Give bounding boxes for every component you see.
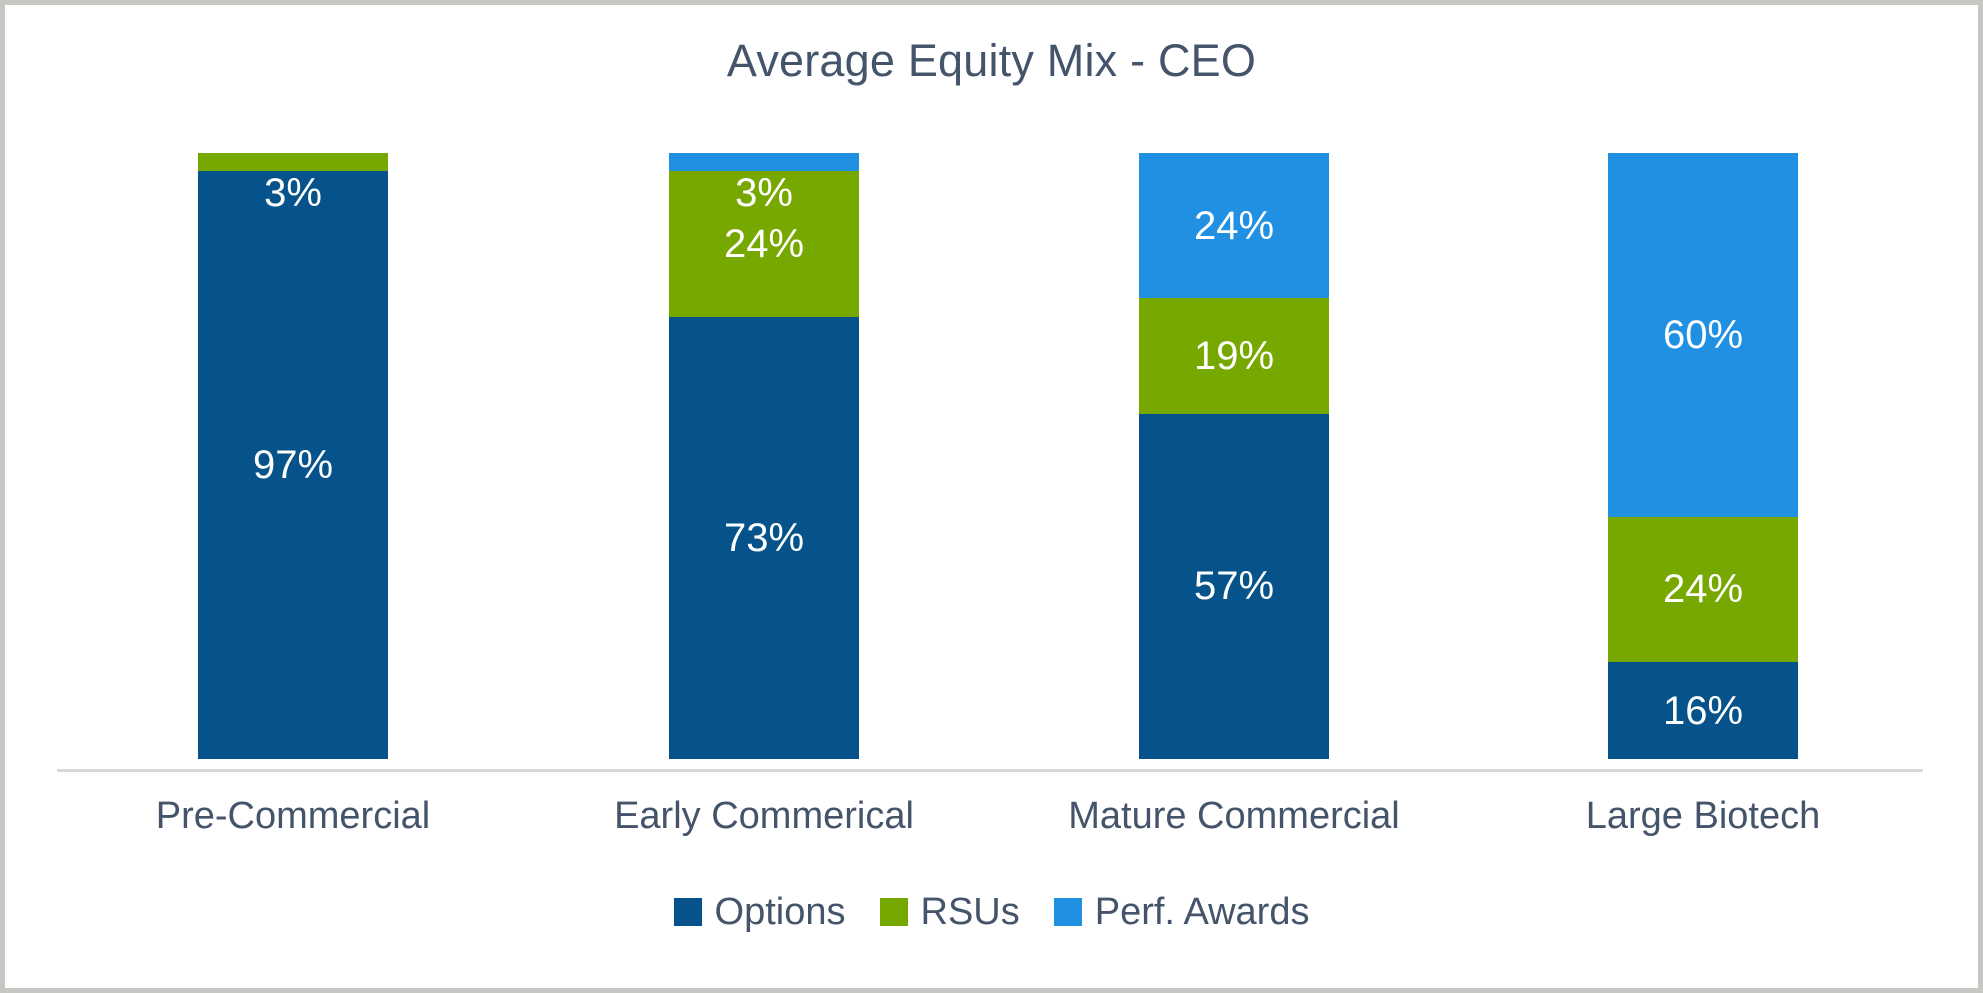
category-label-2: Early Commerical (614, 795, 914, 837)
legend-swatch-icon (1053, 898, 1082, 926)
data-label: 19% (1193, 334, 1275, 379)
bar-segment-options[interactable]: 57% (1139, 413, 1329, 759)
bar-stack-4[interactable]: 16% 24% 60% (1608, 153, 1798, 759)
bar-segment-rsus[interactable]: 19% (1139, 298, 1329, 414)
data-label: 57% (1193, 564, 1275, 609)
bar-segments: 97% 3% (198, 153, 388, 759)
bar-stack-2[interactable]: 73% 24% 3% (669, 153, 859, 759)
legend-label: RSUs (920, 891, 1020, 933)
legend-swatch-icon (879, 898, 908, 926)
category-label-1: Pre-Commercial (155, 795, 431, 837)
bar-segments: 73% 24% 3% (669, 153, 859, 759)
data-label: 24% (1193, 203, 1275, 248)
bar-segment-options[interactable]: 16% (1608, 662, 1798, 759)
bar-segment-rsus[interactable]: 24% (669, 171, 859, 317)
bar-segment-options[interactable]: 97% (198, 171, 388, 759)
legend-item-rsus[interactable]: RSUs (879, 891, 1020, 933)
bar-segments: 57% 19% 24% (1139, 153, 1329, 759)
legend-label: Options (714, 891, 846, 933)
bar-segment-perf-awards[interactable]: 3% (669, 153, 859, 213)
bar-stack-3[interactable]: 57% 19% 24% (1139, 153, 1329, 759)
data-label: 16% (1662, 688, 1744, 733)
bar-segment-rsus[interactable]: 3% (198, 153, 388, 213)
bar-segment-options[interactable]: 73% (669, 316, 859, 759)
category-label-3: Mature Commercial (1068, 795, 1400, 837)
plot-area: 97% 3% 73% 24% 3% 57% 19% 24% 16% 24% 60% Pre-Comm… (5, 5, 1978, 988)
data-label: 24% (723, 221, 805, 266)
chart-legend: Options RSUs Perf. Awards (5, 893, 1978, 931)
bar-stack-1[interactable]: 97% 3% (198, 153, 388, 759)
category-axis-line (57, 769, 1923, 772)
bar-segment-perf-awards[interactable]: 60% (1608, 153, 1798, 517)
data-label: 24% (1662, 567, 1744, 612)
bar-segment-rsus[interactable]: 24% (1608, 516, 1798, 663)
data-label: 97% (252, 443, 334, 488)
legend-label: Perf. Awards (1094, 891, 1310, 933)
bar-segment-perf-awards[interactable]: 24% (1139, 153, 1329, 299)
legend-item-options[interactable]: Options (673, 891, 846, 933)
legend-item-perf-awards[interactable]: Perf. Awards (1053, 891, 1310, 933)
data-label: 73% (723, 515, 805, 560)
chart-title: Average Equity Mix - CEO (726, 35, 1257, 86)
legend-swatch-icon (673, 898, 702, 926)
bar-segments: 16% 24% 60% (1608, 153, 1798, 759)
data-label: 60% (1662, 312, 1744, 357)
category-label-4: Large Biotech (1585, 795, 1821, 837)
